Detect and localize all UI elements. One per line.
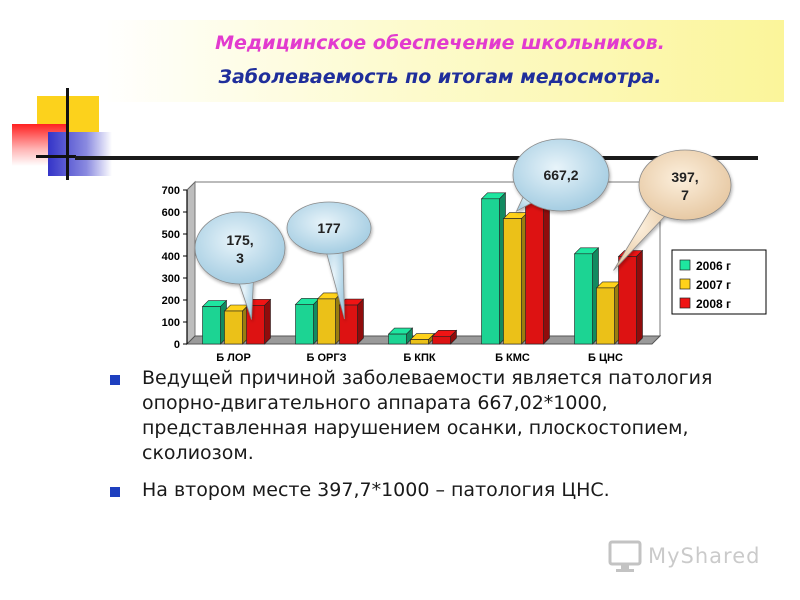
bullet-item-2: На втором месте 397,7*1000 – патология Ц… [110,478,750,503]
bar-2-1 [294,297,321,345]
bullet-item-1: Ведущей причиной заболеваемости является… [110,366,750,466]
callout-label: 667,2 [543,167,578,183]
callouts: 175, 3 177 667,2 397, 7 [194,138,732,320]
bullet-marker [110,375,120,385]
bar-5-2 [595,281,622,345]
slide-title: Медицинское обеспечение школьников. [215,32,665,54]
legend-swatch [679,259,691,271]
bar-3-3 [431,329,458,345]
y-tick-label: 600 [162,207,180,219]
y-tick-label: 100 [162,317,180,329]
legend-swatch [679,278,691,290]
watermark-logo: MyShared [608,538,760,574]
divider-line [75,156,758,160]
x-tick-label: Б КПК [403,352,436,364]
chart-side-wall [186,180,196,346]
deco-blue-square [48,132,112,176]
bullet-marker [110,487,120,497]
bar-4-2 [502,211,529,345]
legend-label: 2008 г [696,297,731,311]
y-tick-label: 700 [162,185,180,197]
bar-5-3 [617,249,644,345]
deco-short-line [36,155,76,158]
y-tick-label: 500 [162,229,180,241]
title-band [98,20,784,102]
callout-bubble-2: 177 [286,201,372,320]
chart-legend: 2006 г 2007 г 2008 г [671,249,767,315]
bar-4-3 [524,190,551,345]
legend-label: 2007 г [696,278,731,292]
callout-bubble-3: 667,2 [512,138,610,213]
x-tick-label: Б ЦНС [588,352,623,364]
deco-vertical-line [66,88,69,180]
y-tick-label: 0 [174,339,180,351]
slide-subtitle: Заболеваемость по итогам медосмотра. [218,66,662,88]
callout-bubble-1: 175, 3 [194,211,286,320]
bar-4-1 [480,192,507,345]
bullet-text-2: На втором месте 397,7*1000 – патология Ц… [142,479,610,501]
y-tick-label: 400 [162,251,180,263]
x-tick-label: Б ОРГЗ [307,352,347,364]
bar-2-2 [316,292,343,345]
callout-label: 397, 7 [671,169,698,203]
bar-5-1 [573,247,600,345]
y-tick-label: 200 [162,295,180,307]
legend-label: 2006 г [696,259,731,273]
bar-3-1 [387,327,414,345]
bar-3-2 [409,332,436,345]
legend-swatch [679,297,691,309]
bar-1-1 [201,299,228,345]
y-tick-label: 300 [162,273,180,285]
callout-label: 177 [317,220,341,236]
monitor-icon [608,540,642,572]
bar-1-2 [223,304,250,345]
x-tick-label: Б ЛОР [216,352,251,364]
callout-bubble-4: 397, 7 [613,149,732,271]
watermark-text: MyShared [648,544,761,568]
bullet-list: Ведущей причиной заболеваемости является… [110,366,750,503]
bullet-text-1: Ведущей причиной заболеваемости является… [142,367,713,464]
callout-label: 175, 3 [226,232,253,266]
x-tick-label: Б КМС [495,352,530,364]
